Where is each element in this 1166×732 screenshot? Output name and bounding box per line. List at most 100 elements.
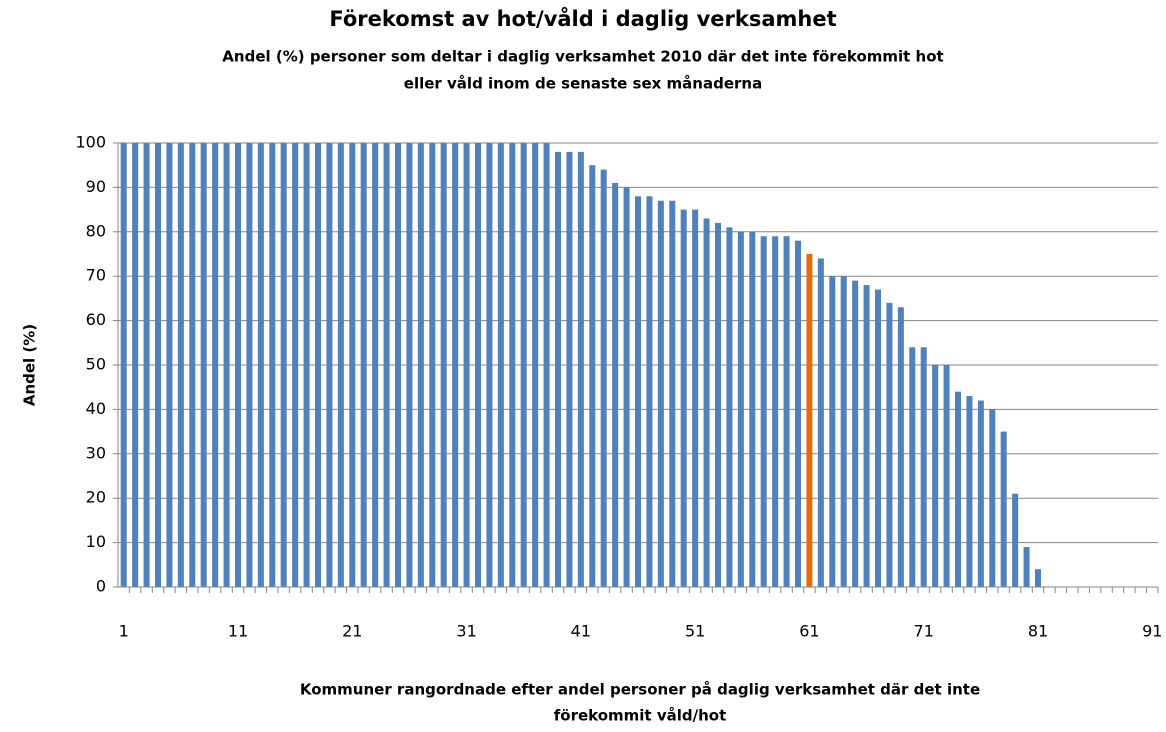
- bar: [1035, 569, 1041, 587]
- bar: [737, 231, 744, 588]
- y-tick-label: 60: [86, 310, 106, 329]
- bar: [692, 209, 699, 587]
- bar: [932, 365, 939, 587]
- bar: [943, 365, 950, 587]
- bar: [1023, 547, 1030, 587]
- bar: [543, 143, 550, 587]
- bar: [977, 400, 984, 587]
- bar: [463, 143, 470, 587]
- bar: [772, 236, 779, 588]
- bar: [189, 143, 196, 587]
- bar: [749, 231, 756, 588]
- bar: [166, 143, 173, 587]
- bar: [269, 143, 276, 587]
- bar: [886, 302, 893, 587]
- y-tick-label: 0: [96, 577, 106, 596]
- x-tick-label: 51: [685, 622, 705, 641]
- chart-subtitle: Andel (%) personer som deltar i daglig v…: [222, 48, 943, 66]
- bar: [349, 143, 356, 587]
- bar: [783, 236, 790, 588]
- bar: [120, 143, 127, 587]
- x-tick-label: 21: [342, 622, 362, 641]
- x-tick-label: 41: [571, 622, 591, 641]
- bar: [235, 143, 241, 587]
- bar: [612, 182, 619, 587]
- bar: [829, 276, 836, 587]
- bar: [223, 143, 230, 587]
- bar: [817, 258, 824, 587]
- bar: [840, 276, 847, 587]
- y-tick-label: 100: [75, 133, 106, 152]
- bar: [509, 143, 516, 587]
- bar: [555, 151, 561, 587]
- x-tick-label: 1: [119, 622, 129, 641]
- y-tick-label: 10: [86, 532, 106, 551]
- bar: [897, 307, 904, 587]
- x-tick-label: 31: [456, 622, 476, 641]
- bar: [955, 391, 961, 587]
- y-tick-label: 70: [86, 266, 106, 285]
- y-tick-label: 80: [86, 221, 106, 240]
- y-tick-label: 40: [86, 399, 106, 418]
- bar: [566, 151, 573, 587]
- bar: [497, 143, 504, 587]
- bar: [726, 227, 733, 588]
- y-tick-label: 30: [86, 443, 106, 462]
- bar: [395, 143, 401, 587]
- bar: [703, 218, 710, 588]
- bar: [532, 143, 539, 587]
- bar: [1012, 493, 1019, 587]
- bar: [383, 143, 390, 587]
- bar: [429, 143, 436, 587]
- chart-subtitle: eller våld inom de senaste sex månaderna: [404, 75, 762, 93]
- x-tick-label: 61: [799, 622, 819, 641]
- bar: [920, 347, 927, 587]
- bar: [760, 236, 767, 588]
- y-axis-label: Andel (%): [21, 324, 39, 406]
- bar: [315, 143, 321, 587]
- bar: [246, 143, 253, 587]
- bar: [989, 409, 996, 587]
- y-tick-label: 90: [86, 177, 106, 196]
- bar: [132, 143, 139, 587]
- y-tick-label: 50: [86, 355, 106, 374]
- bar: [909, 347, 916, 587]
- bar: [360, 143, 367, 587]
- x-axis-label: Kommuner rangordnade efter andel persone…: [300, 681, 980, 699]
- bar: [680, 209, 687, 587]
- bar: [657, 200, 664, 587]
- bar: [852, 280, 859, 587]
- bar: [520, 143, 527, 587]
- bar: [806, 254, 813, 587]
- bar: [440, 143, 447, 587]
- y-tick-label: 20: [86, 488, 106, 507]
- bar: [486, 143, 493, 587]
- bar: [200, 143, 207, 587]
- bar: [577, 151, 584, 587]
- bar: [257, 143, 264, 587]
- bar: [635, 196, 641, 587]
- x-tick-label: 91: [1142, 622, 1162, 641]
- bar: [669, 200, 676, 587]
- bar: [337, 143, 344, 587]
- bar: [1000, 431, 1007, 587]
- bar: [715, 222, 721, 588]
- bar: [600, 169, 607, 587]
- bar: [326, 143, 333, 587]
- bar: [863, 285, 870, 587]
- x-tick-label: 71: [914, 622, 934, 641]
- bar: [143, 143, 150, 587]
- x-axis-label: förekommit våld/hot: [554, 707, 727, 725]
- bar: [417, 143, 424, 587]
- chart-title: Förekomst av hot/våld i daglig verksamhe…: [329, 6, 836, 31]
- x-tick-label: 11: [228, 622, 248, 641]
- bar: [406, 143, 413, 587]
- bar: [372, 143, 379, 587]
- bar: [155, 143, 161, 587]
- bar: [589, 165, 596, 587]
- bar: [646, 196, 653, 587]
- bar: [292, 143, 299, 587]
- bar: [177, 143, 184, 587]
- bar: [795, 240, 801, 587]
